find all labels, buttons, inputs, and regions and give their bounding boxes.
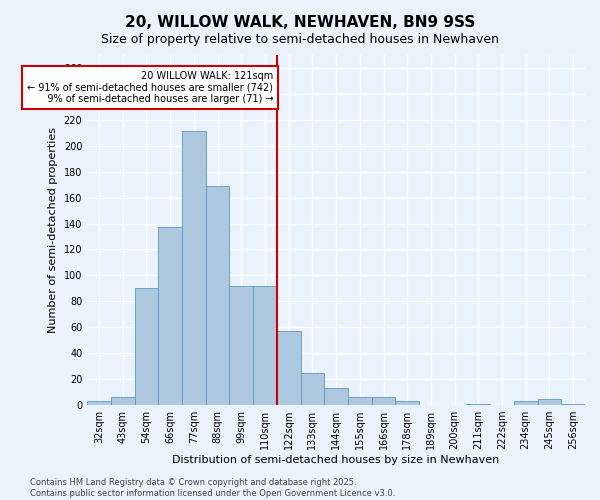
Bar [111, 398, 134, 405]
Bar [348, 398, 371, 405]
Y-axis label: Number of semi-detached properties: Number of semi-detached properties [48, 127, 58, 333]
Bar [371, 398, 395, 405]
Bar [158, 228, 182, 405]
Text: 20 WILLOW WALK: 121sqm
← 91% of semi-detached houses are smaller (742)
   9% of : 20 WILLOW WALK: 121sqm ← 91% of semi-det… [27, 70, 273, 104]
Bar [514, 401, 538, 405]
Bar [395, 401, 419, 405]
Text: Size of property relative to semi-detached houses in Newhaven: Size of property relative to semi-detach… [101, 32, 499, 46]
Bar [229, 286, 253, 405]
Bar [538, 398, 561, 405]
Bar [253, 286, 277, 405]
Bar [324, 388, 348, 405]
Bar [134, 288, 158, 405]
Bar [182, 132, 206, 405]
Bar [301, 372, 324, 405]
Bar [87, 401, 111, 405]
Bar [277, 331, 301, 405]
Bar [466, 404, 490, 405]
Bar [561, 404, 585, 405]
Text: 20, WILLOW WALK, NEWHAVEN, BN9 9SS: 20, WILLOW WALK, NEWHAVEN, BN9 9SS [125, 15, 475, 30]
X-axis label: Distribution of semi-detached houses by size in Newhaven: Distribution of semi-detached houses by … [172, 455, 500, 465]
Text: Contains HM Land Registry data © Crown copyright and database right 2025.
Contai: Contains HM Land Registry data © Crown c… [30, 478, 395, 498]
Bar [206, 186, 229, 405]
